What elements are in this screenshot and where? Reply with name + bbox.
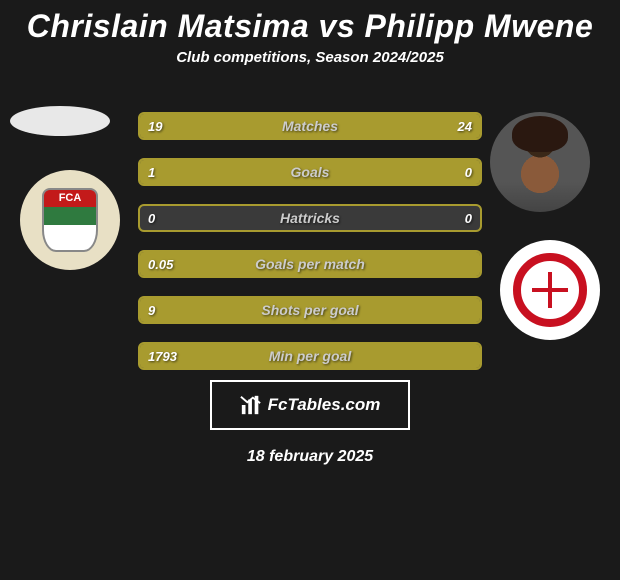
mainz-crest-icon xyxy=(513,253,587,327)
subtitle: Club competitions, Season 2024/2025 xyxy=(0,49,620,84)
player-right-avatar xyxy=(490,112,590,212)
brand-text: FcTables.com xyxy=(268,395,381,415)
bar-left-fill xyxy=(140,160,480,184)
bar-left-fill xyxy=(140,344,480,368)
stat-row: 0.05Goals per match xyxy=(138,250,482,278)
comparison-chart: 1924Matches 10Goals 0 0Hattricks 0.05Goals p… xyxy=(0,84,620,380)
club-left-badge xyxy=(20,170,120,270)
bar-right-fill xyxy=(290,114,480,138)
stat-row: 10Goals xyxy=(138,158,482,186)
stat-row: 1924Matches xyxy=(138,112,482,140)
page-title: Chrislain Matsima vs Philipp Mwene xyxy=(0,0,620,49)
stat-row: 0 0Hattricks xyxy=(138,204,482,232)
stat-row: 1793Min per goal xyxy=(138,342,482,370)
stat-row: 9Shots per goal xyxy=(138,296,482,324)
player-left-avatar-placeholder xyxy=(10,106,110,136)
augsburg-crest-icon xyxy=(42,188,98,252)
bar-left-fill xyxy=(140,298,480,322)
bars-container: 1924Matches 10Goals 0 0Hattricks 0.05Goals p… xyxy=(138,112,482,388)
club-right-badge xyxy=(500,240,600,340)
bar-label: Hattricks xyxy=(140,206,480,230)
bar-left-fill xyxy=(140,252,480,276)
bar-right-value: 0 xyxy=(457,206,480,230)
date-line: 18 february 2025 xyxy=(0,448,620,466)
bar-left-fill xyxy=(140,114,290,138)
chart-bars-icon xyxy=(240,394,262,416)
bar-left-value: 0 xyxy=(140,206,163,230)
